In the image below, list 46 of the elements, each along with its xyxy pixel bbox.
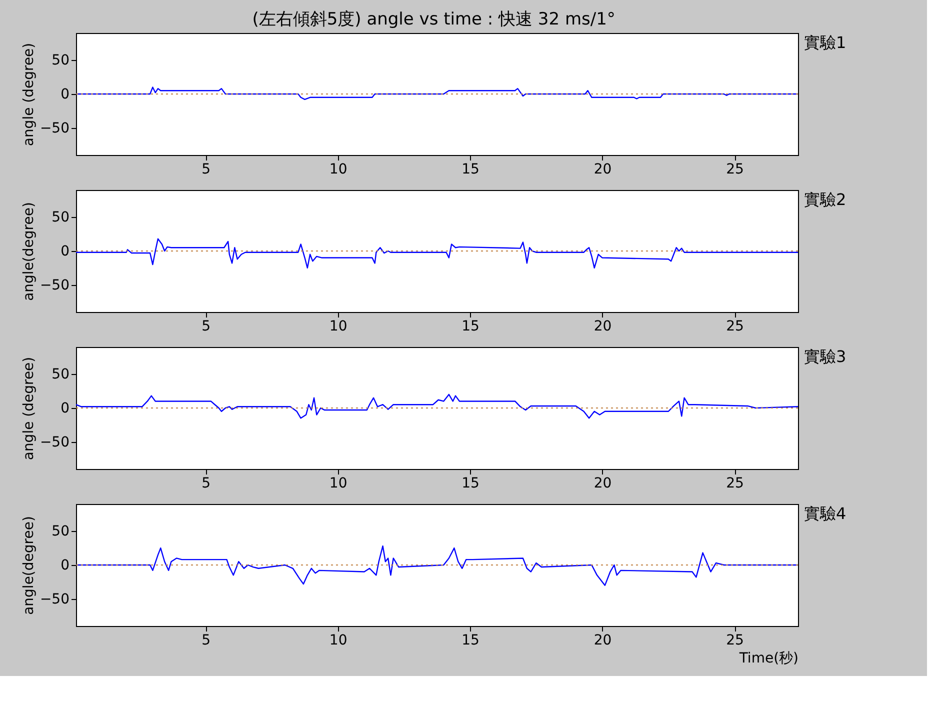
line-series	[76, 545, 798, 586]
x-tick-label: 25	[726, 162, 744, 178]
x-tick-label: 10	[329, 318, 348, 334]
y-tick-label: 50	[52, 52, 70, 69]
y-tick-label: 50	[52, 366, 70, 383]
x-tick-label: 25	[726, 632, 744, 648]
text: 實驗2	[804, 190, 846, 209]
text: 實驗1	[804, 33, 846, 52]
x-tick-label: 5	[202, 318, 211, 334]
line-series	[76, 394, 798, 419]
x-tick-label: 5	[202, 476, 211, 492]
y-tick-label: −50	[40, 591, 70, 608]
x-tick-label: 20	[594, 476, 612, 492]
x-tick-label: 25	[726, 476, 744, 492]
x-tick-label: 15	[462, 476, 480, 492]
y-axis-title: angle(degree)	[20, 202, 37, 301]
line-series	[76, 86, 798, 100]
y-axis-title: angle(degree)	[20, 516, 37, 615]
x-tick-label: 15	[462, 632, 480, 648]
y-tick-label: −50	[40, 120, 70, 136]
y-tick-label: 0	[60, 558, 70, 574]
y-axis-title: angle (degree)	[20, 42, 37, 146]
x-tick-label: 20	[594, 318, 612, 334]
x-tick-label: 20	[594, 632, 612, 648]
x-tick-label: 10	[329, 476, 348, 492]
x-tick-label: 20	[594, 162, 612, 178]
y-tick-label: 0	[60, 400, 70, 416]
y-tick-label: 50	[52, 524, 70, 540]
chart-title: (左右傾斜5度) angle vs time : 快速 32 ms/1°	[252, 10, 616, 30]
x-axis-title: Time(秒)	[738, 650, 798, 666]
x-tick-label: 25	[726, 318, 744, 334]
x-tick-label: 5	[202, 162, 211, 178]
x-tick-label: 10	[329, 162, 348, 178]
text: 實驗3	[804, 347, 846, 366]
y-tick-label: 0	[60, 86, 70, 102]
text: 實驗4	[804, 504, 846, 523]
y-tick-label: −50	[40, 277, 70, 294]
x-tick-label: 15	[462, 162, 480, 178]
x-tick-label: 10	[329, 632, 348, 648]
line-series	[76, 238, 798, 269]
y-axis-title: angle (degree)	[20, 356, 37, 460]
y-tick-label: 0	[60, 244, 70, 260]
y-tick-label: −50	[40, 434, 70, 450]
y-tick-label: 50	[52, 210, 70, 226]
x-tick-label: 15	[462, 318, 480, 334]
x-tick-label: 5	[202, 632, 211, 648]
